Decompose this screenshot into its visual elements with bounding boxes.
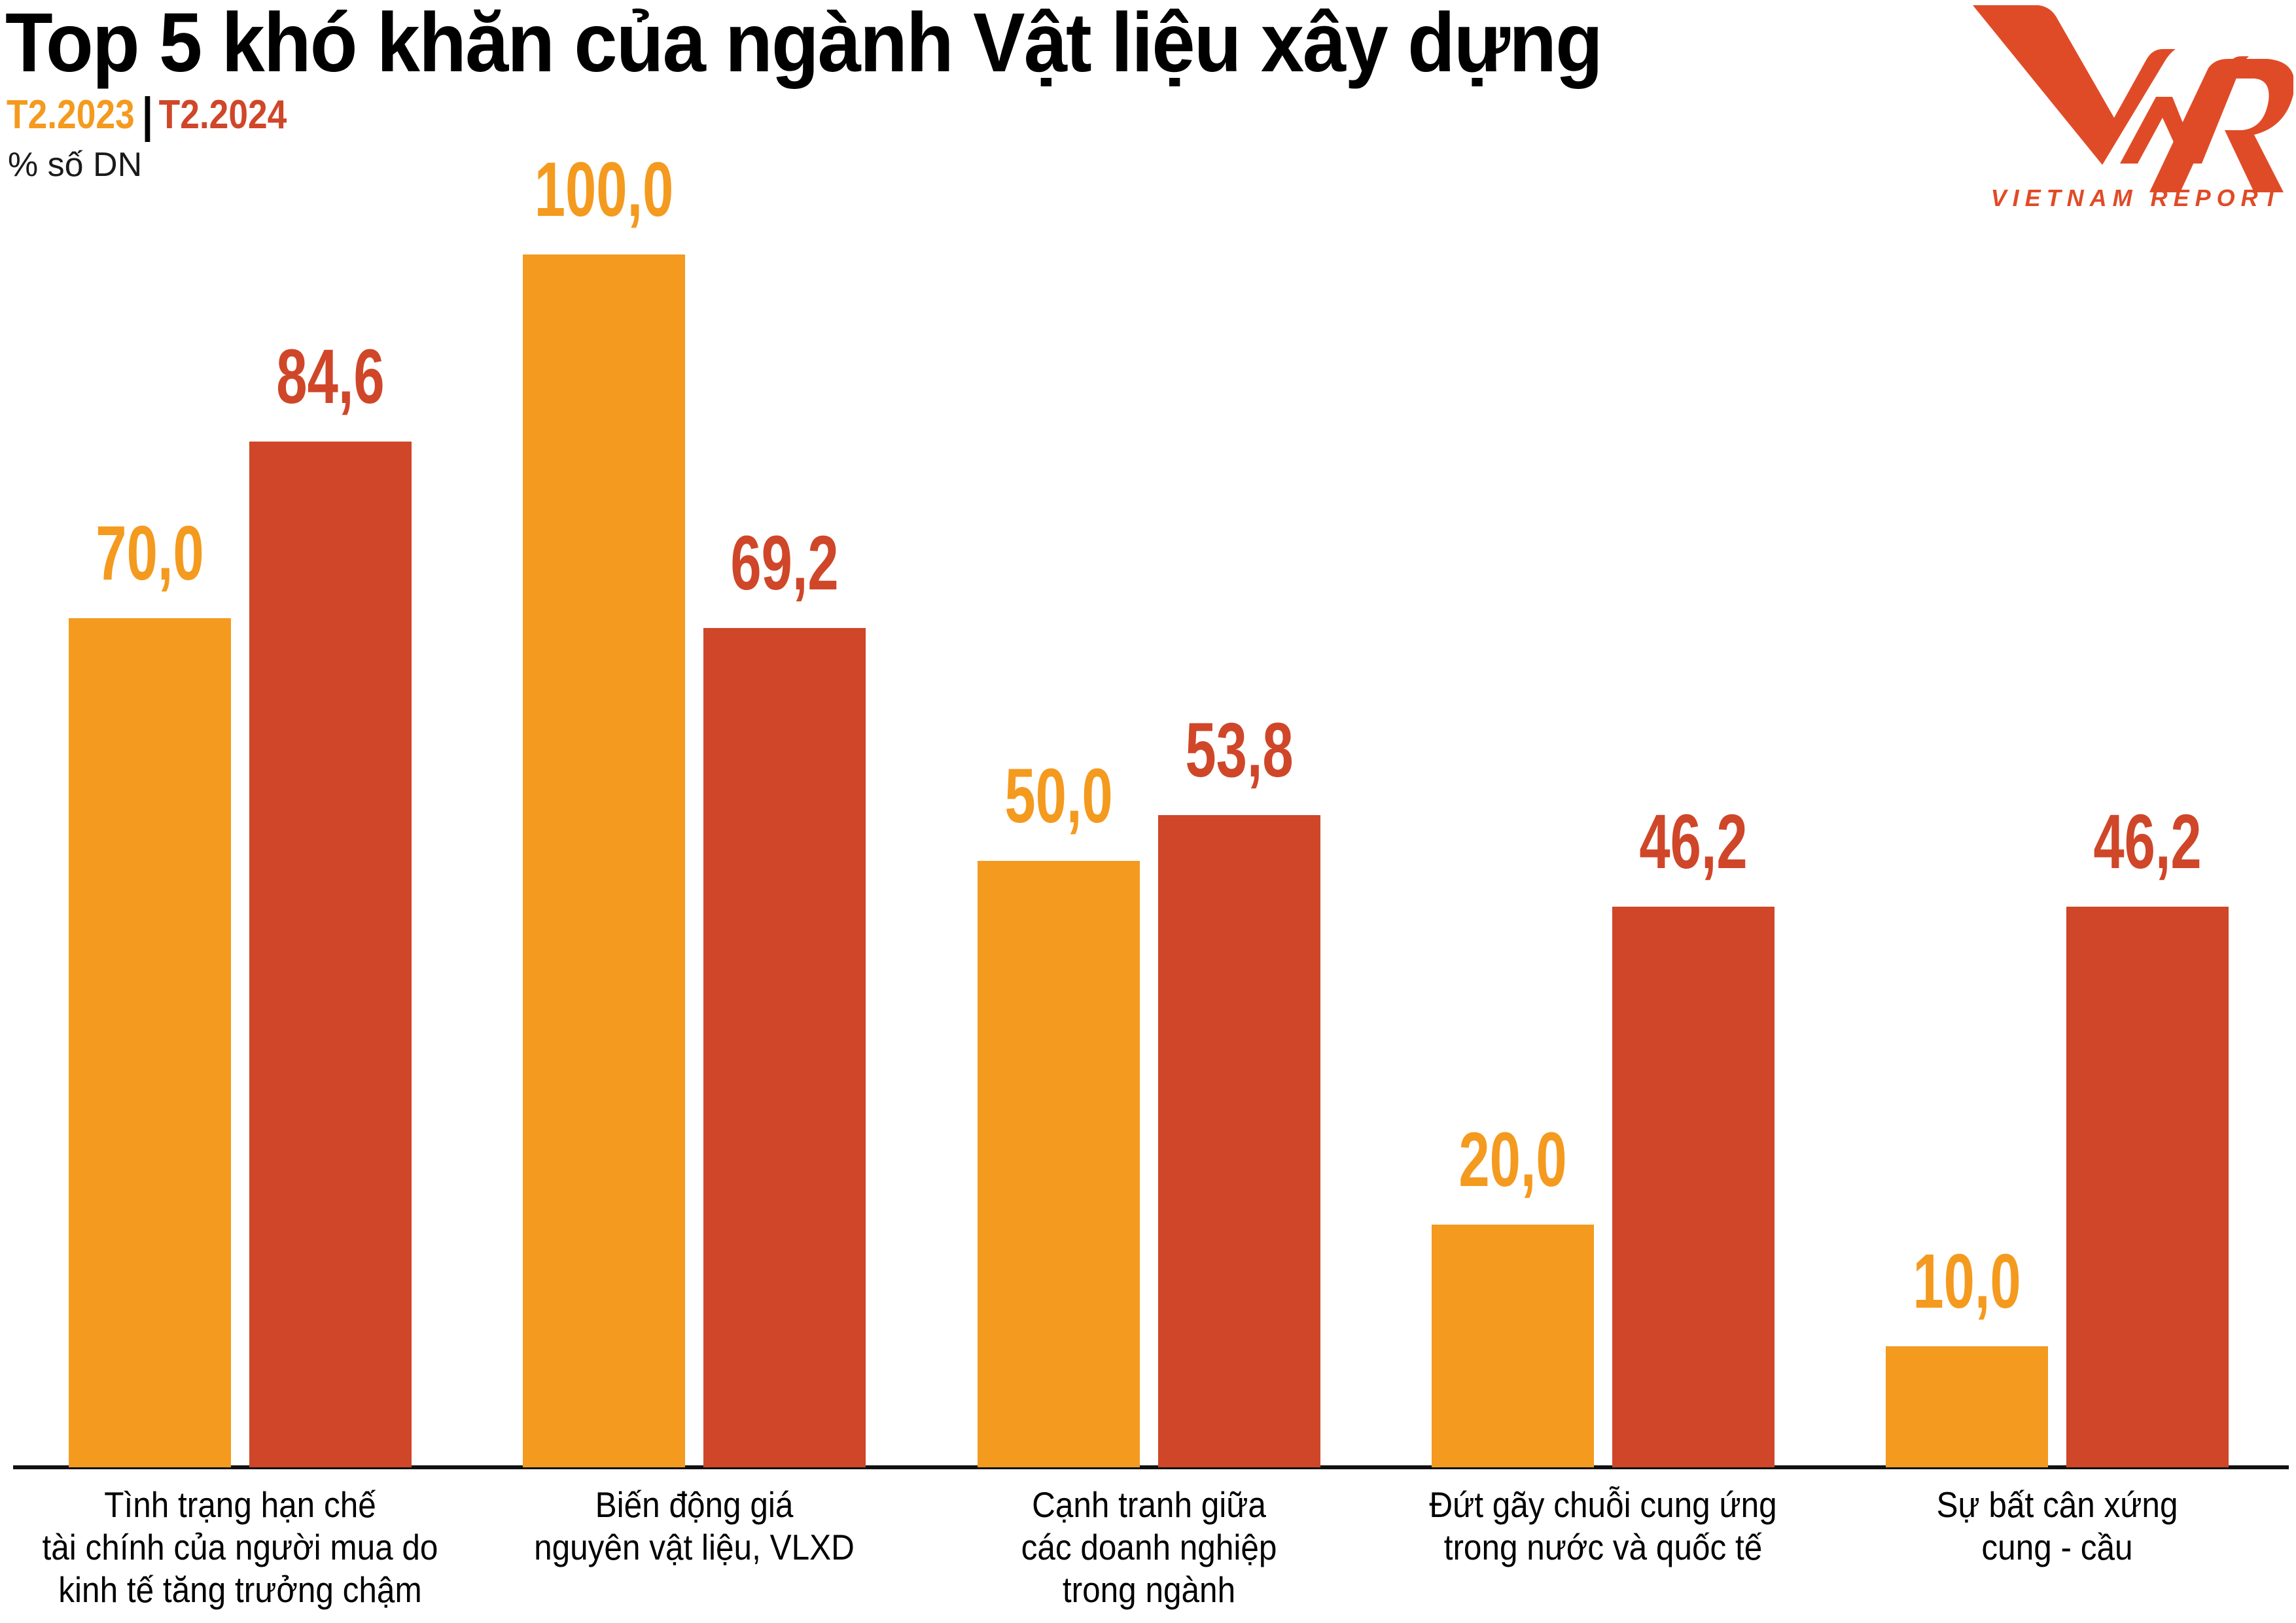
bar-t2-2023-5 [1886,1346,2049,1467]
value-label: 50,0 [1004,753,1113,839]
category-label-line: Biến động giá [595,1484,794,1525]
bar-t2-2024-5 [2066,907,2229,1467]
bar-t2-2023-4 [1431,1225,1594,1467]
bar-t2-2024-2 [703,628,866,1467]
category-label-4: Đứt gãy chuỗi cung ứng trong nước và quốc… [1397,1484,1809,1569]
legend: T2.2023 T2.2024 [7,92,287,142]
logo-v-shape [1973,5,2176,165]
logo-text: VIETNAM REPORT [1991,184,2284,209]
value-label: 84,6 [276,333,385,420]
vnr-logo-icon: VIETNAM REPORT [1973,5,2293,209]
logo-r-shape [2149,59,2293,192]
value-label: 69,2 [730,520,839,607]
legend-item-t2-2023: T2.2023 [7,92,135,137]
bar-t2-2024-4 [1612,907,1775,1467]
value-label: 53,8 [1184,707,1294,794]
category-label-1: Tình trạng hạn chế tài chính của người mu… [34,1484,446,1611]
category-label-line: trong nước và quốc tế [1443,1527,1763,1567]
category-label-line: trong ngành [1062,1569,1235,1610]
category-label-line: cung - cầu [1981,1527,2133,1567]
category-label-line: kinh tế tăng trưởng chậm [58,1569,422,1610]
value-label: 70,0 [96,510,204,597]
category-label-line: các doanh nghiệp [1021,1527,1277,1567]
category-label-line: nguyên vật liệu, VLXD [534,1527,855,1567]
bar-t2-2023-3 [977,861,1140,1467]
bar-t2-2023-2 [523,254,686,1467]
legend-item-t2-2024: T2.2024 [158,92,287,137]
bar-t2-2024-3 [1157,814,1320,1467]
category-label-line: Sự bất cân xứng [1936,1484,2178,1525]
bar-t2-2024-1 [249,441,412,1467]
category-label-5: Sự bất cân xứng cung - cầu [1851,1484,2263,1569]
category-label-line: tài chính của người mua do [42,1527,438,1567]
x-axis-line [13,1465,2289,1469]
category-label-line: Đứt gãy chuỗi cung ứng [1429,1484,1777,1525]
unit-label: % số DN [8,146,143,184]
value-label: 46,2 [1639,799,1748,886]
value-label: 10,0 [1913,1238,2021,1325]
chart-title: Top 5 khó khăn của ngành Vật liệu xây dự… [5,0,1603,90]
category-label-line: Cạnh tranh giữa [1031,1484,1266,1525]
bar-t2-2023-1 [69,618,231,1467]
legend-separator [145,96,150,142]
category-label-2: Biến động giá nguyên vật liệu, VLXD [488,1484,900,1569]
value-label: 100,0 [534,147,674,233]
category-label-3: Cạnh tranh giữa các doanh nghiệp trong ngà… [943,1484,1355,1611]
value-label: 46,2 [2093,799,2202,886]
value-label: 20,0 [1458,1117,1567,1204]
logo-n-shape [2120,56,2249,164]
category-label-line: Tình trạng hạn chế [104,1484,376,1525]
